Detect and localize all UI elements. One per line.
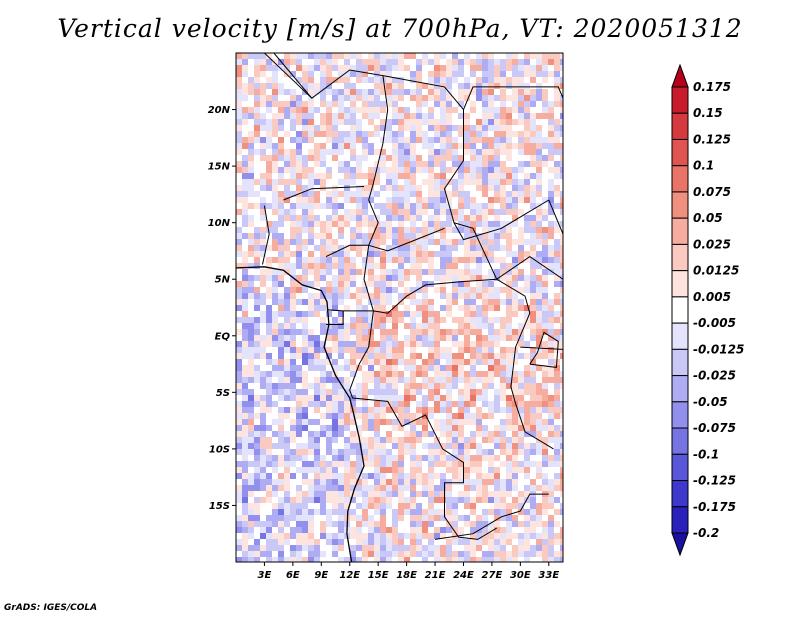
colorbar-label: 0.05	[693, 211, 723, 225]
colorbar-swatch	[671, 453, 689, 482]
colorbar-label: 0.0125	[693, 264, 739, 278]
y-tick-label: 15S	[209, 501, 230, 512]
colorbar-max-arrow	[671, 63, 689, 88]
colorbar-label: -0.005	[693, 316, 736, 330]
colorbar-swatch	[671, 480, 689, 508]
x-tick-label: 27E	[482, 570, 503, 581]
x-tick-label: 18E	[396, 570, 417, 581]
x-tick-label: 6E	[286, 570, 300, 581]
colorbar-swatch	[671, 270, 689, 298]
colorbar-label: -0.0125	[693, 342, 744, 356]
map-plot-area	[236, 53, 563, 562]
colorbar-swatch	[671, 348, 689, 377]
colorbar-swatch	[671, 506, 689, 534]
y-tick-label: EQ	[215, 331, 231, 342]
colorbar-swatch	[671, 138, 689, 167]
country-borders	[262, 53, 563, 540]
colorbar-label: 0.175	[693, 80, 731, 94]
y-tick-label: 5N	[215, 275, 231, 286]
colorbar-swatch	[671, 401, 689, 429]
colorbar-label: 0.15	[693, 106, 723, 120]
colorbar-label: -0.2	[693, 526, 719, 540]
colorbar-swatch	[671, 217, 689, 245]
colorbar-label: -0.175	[693, 500, 736, 514]
velocity-field	[236, 53, 563, 562]
colorbar-label: 0.125	[693, 132, 731, 146]
axis-ticks: 3E 6E 9E 12E 15E 18E 21E 24E 27E 30E 33E 20N 15N 10N 5…	[208, 105, 560, 581]
colorbar-swatch	[671, 296, 689, 324]
x-tick-label: 12E	[339, 570, 360, 581]
colorbar-label: 0.025	[693, 237, 731, 251]
x-tick-label: 9E	[314, 570, 328, 581]
chart-title: Vertical velocity [m/s] at 700hPa, VT: 2…	[57, 14, 743, 43]
colorbar-label: -0.125	[693, 474, 736, 488]
colorbar-label: 0.005	[693, 290, 731, 304]
x-tick-label: 33E	[538, 570, 559, 581]
colorbar-swatch	[671, 243, 689, 272]
colorbar-label: -0.05	[693, 395, 728, 409]
colorbar-swatch	[671, 191, 689, 219]
colorbar-label: 0.1	[693, 159, 714, 173]
x-tick-label: 24E	[453, 570, 474, 581]
colorbar-swatch	[671, 86, 689, 114]
colorbar-swatch	[671, 322, 689, 350]
colorbar-swatch	[671, 165, 689, 193]
y-tick-label: 5S	[216, 388, 230, 399]
y-tick-label: 20N	[208, 105, 231, 116]
colorbar: 0.175 0.15 0.125 0.1 0.075 0.05 0.025 0.0125 0.0…	[671, 63, 744, 557]
map-frame	[235, 52, 564, 563]
x-tick-label: 15E	[368, 570, 389, 581]
x-tick-label: 3E	[258, 570, 272, 581]
colorbar-swatch	[671, 112, 689, 140]
colorbar-swatch	[671, 427, 689, 455]
colorbar-label: -0.1	[693, 447, 719, 461]
colorbar-label: -0.025	[693, 369, 736, 383]
y-tick-label: 15N	[208, 162, 231, 173]
y-tick-label: 10N	[208, 218, 231, 229]
grads-credit: GrADS: IGES/COLA	[4, 603, 98, 613]
colorbar-label: -0.075	[693, 421, 736, 435]
x-tick-label: 30E	[510, 570, 531, 581]
colorbar-label: 0.075	[693, 185, 731, 199]
colorbar-swatch	[671, 375, 689, 403]
colorbar-min-arrow	[671, 532, 689, 557]
y-tick-label: 10S	[209, 444, 230, 455]
x-tick-label: 21E	[425, 570, 446, 581]
coastline	[236, 266, 365, 562]
